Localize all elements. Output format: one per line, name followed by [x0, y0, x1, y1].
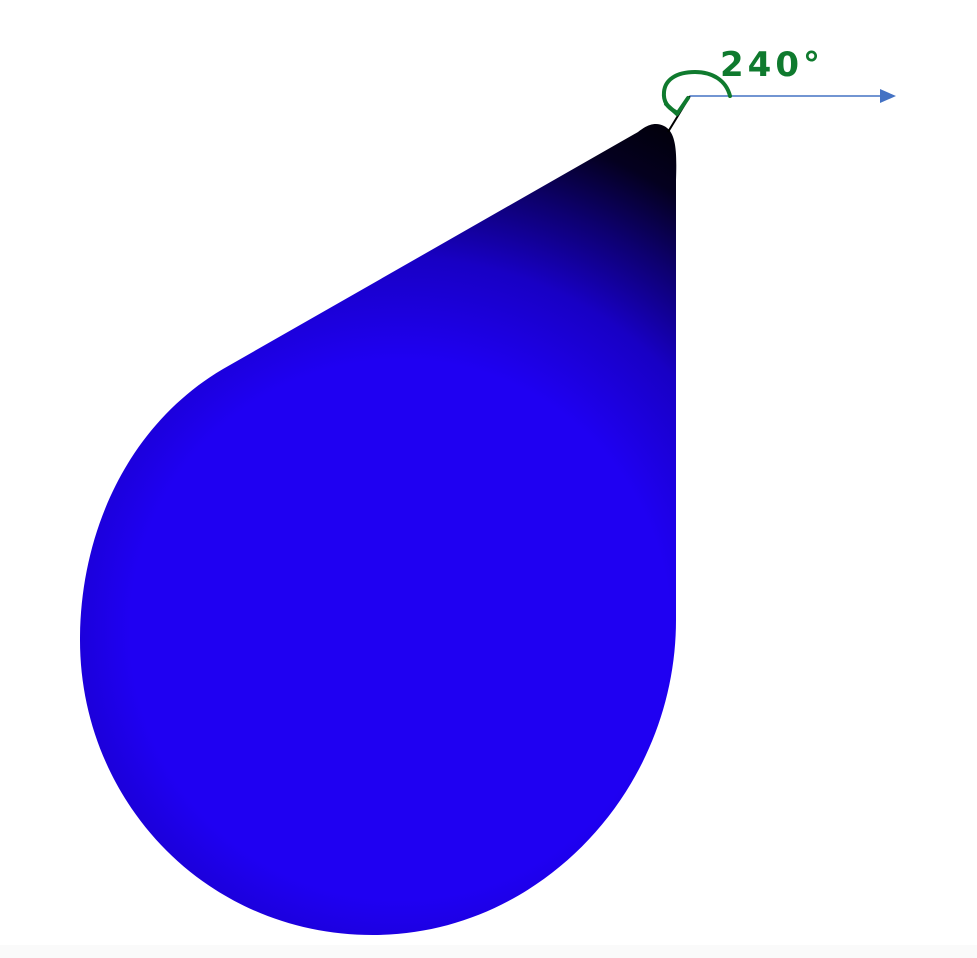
angle-arrowhead — [664, 96, 690, 116]
bottom-strip — [0, 945, 977, 958]
angle-label: 240° — [720, 45, 824, 85]
reference-arrowhead — [880, 89, 896, 103]
teardrop-shape — [80, 124, 677, 935]
